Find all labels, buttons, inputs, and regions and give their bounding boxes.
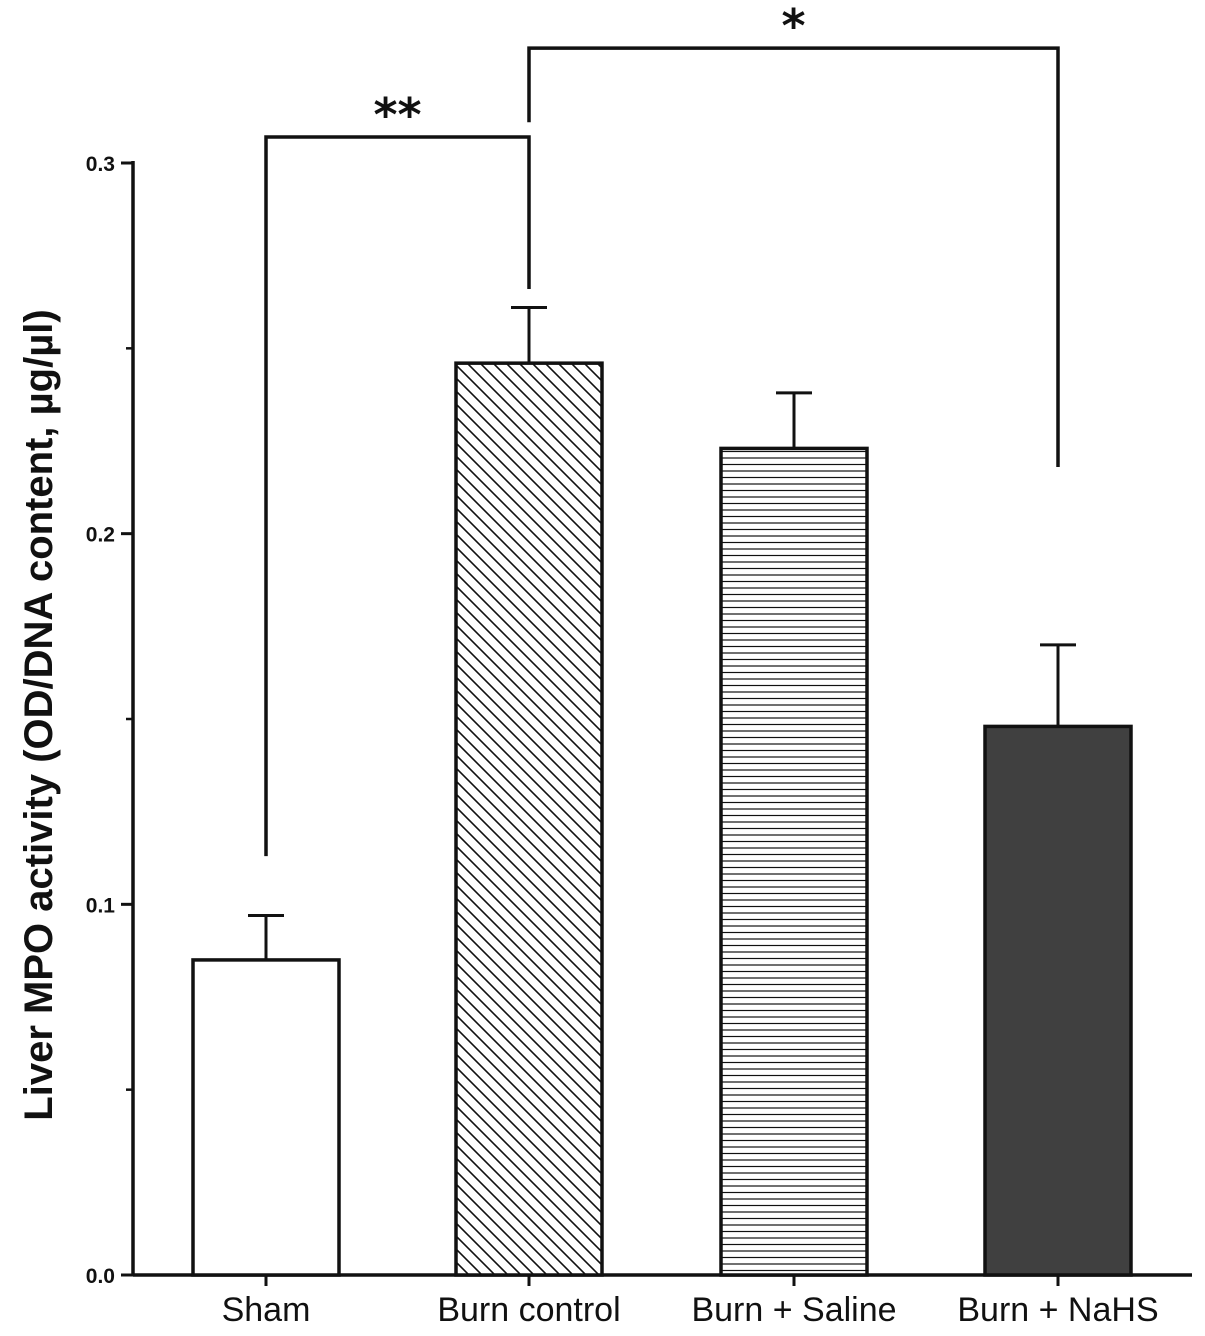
category-label-2: Burn + Saline	[691, 1291, 896, 1329]
significance-brackets: ***	[264, 0, 1060, 857]
y-axis-title: Liver MPO activity (OD/DNA content, µg/µ…	[17, 309, 61, 1120]
significance-bracket-1	[527, 46, 1060, 467]
labels: Sham Burn control Burn + Saline Burn + NaHS	[222, 1291, 1159, 1329]
bars	[191, 361, 1133, 1277]
y-tick-label: 0.2	[86, 524, 115, 547]
error-bars	[248, 306, 1076, 960]
category-label-0: Sham	[222, 1291, 311, 1329]
y-tick-label: 0.1	[86, 894, 116, 917]
significance-bracket-0	[264, 135, 531, 857]
category-label-1: Burn control	[437, 1291, 620, 1329]
category-label-3: Burn + NaHS	[957, 1291, 1158, 1329]
y-tick-label: 0.0	[86, 1265, 115, 1288]
bar-1	[454, 361, 604, 1277]
bar-2	[719, 446, 869, 1277]
significance-label-0: **	[373, 88, 421, 142]
bar-0	[191, 958, 341, 1277]
y-axis: 0.0 0.1 0.2 0.3	[86, 153, 135, 1288]
y-tick-label: 0.3	[86, 153, 115, 176]
significance-label-1: *	[781, 0, 805, 53]
bar-3	[983, 724, 1133, 1277]
